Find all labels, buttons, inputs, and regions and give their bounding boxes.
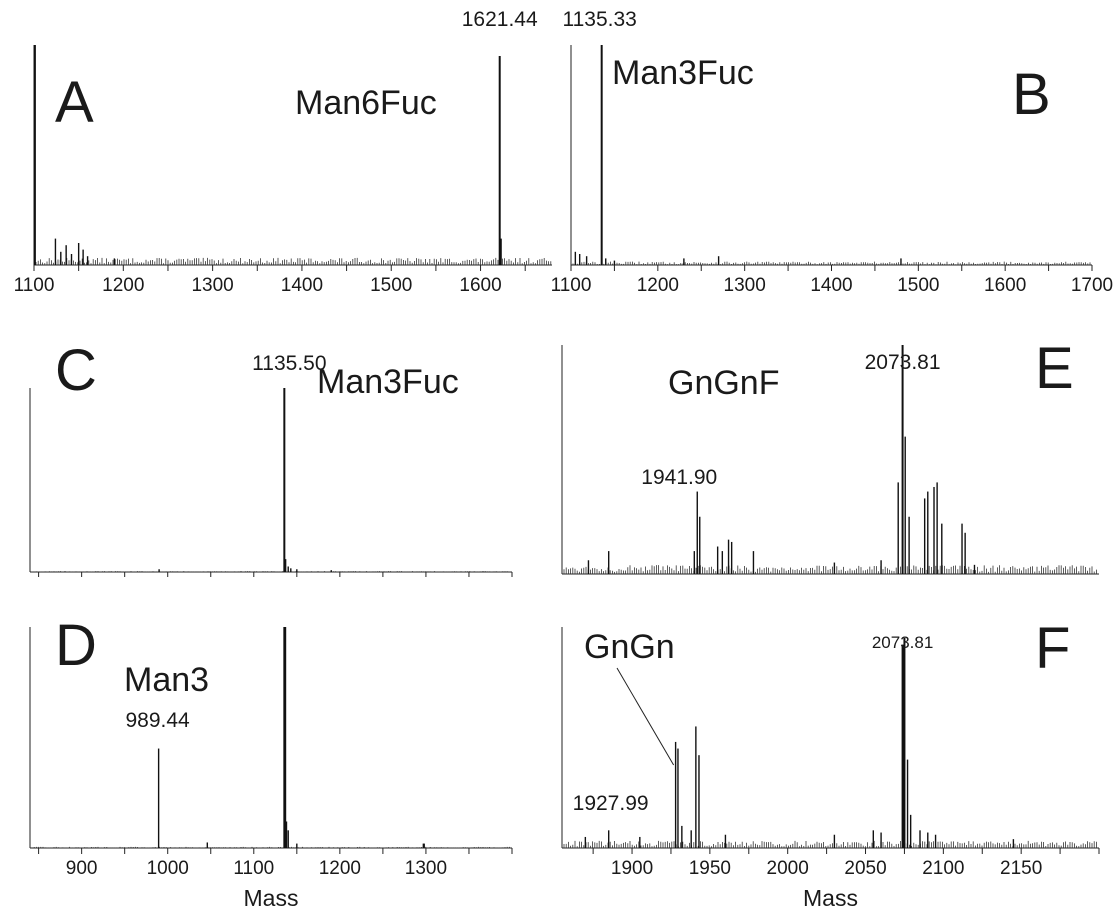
- panel-letter: B: [1012, 62, 1051, 127]
- peak-label: 1135.50: [252, 352, 326, 375]
- panel-letter: F: [1035, 616, 1070, 681]
- glycan-label: Man3: [124, 661, 209, 699]
- peak-label: 2073.81: [872, 633, 933, 652]
- x-tick-label: 1300: [724, 275, 766, 296]
- x-tick-label: 1700: [1071, 275, 1113, 296]
- x-tick-label: 1600: [459, 275, 501, 296]
- peak-label: 1621.44: [462, 8, 538, 31]
- peak-label: 1135.33: [562, 8, 636, 31]
- panel-e: E GnGnF 2073.81 1941.90: [561, 336, 1099, 575]
- panel-f: 1900 1950 2000 2050 2100 2150 Mass F GnGn 2073.81…: [561, 616, 1100, 911]
- panel-a: 1100 1200 1300 1400 1500 1600 A Man6Fuc 1621.44: [14, 8, 552, 296]
- noise-baseline: [563, 840, 1097, 848]
- panel-letter: A: [55, 70, 94, 135]
- x-tick-label: 1300: [191, 275, 233, 296]
- panel-letter: C: [55, 338, 97, 403]
- noise-baseline: [35, 257, 552, 265]
- x-tick-label: 2050: [844, 858, 886, 879]
- x-tick-label: 1400: [810, 275, 852, 296]
- noise-baseline: [31, 846, 510, 848]
- x-tick-label: 1200: [102, 275, 144, 296]
- x-tick-label: 1100: [551, 275, 592, 296]
- x-tick-label: 1000: [147, 858, 189, 879]
- x-tick-label: 1100: [233, 858, 274, 879]
- panel-letter: D: [55, 613, 97, 678]
- x-tick-label: 2000: [767, 858, 809, 879]
- x-tick-label: 2100: [922, 858, 964, 879]
- x-tick-label: 1600: [984, 275, 1026, 296]
- glycan-label: GnGnF: [668, 364, 779, 402]
- x-tick-label: 1100: [14, 275, 55, 296]
- x-tick-label: 1500: [897, 275, 939, 296]
- glycan-label: Man3Fuc: [612, 54, 754, 92]
- peak-label: 2073.81: [865, 351, 941, 374]
- x-tick-label: 1400: [281, 275, 323, 296]
- noise-baseline: [563, 565, 1097, 574]
- glycan-label: Man6Fuc: [295, 84, 437, 122]
- x-tick-label: 900: [66, 858, 98, 879]
- x-tick-label: 1900: [611, 858, 653, 879]
- x-axis-title: Mass: [803, 885, 858, 911]
- glycan-pointer: [616, 667, 675, 766]
- panel-letter: E: [1035, 336, 1074, 401]
- x-tick-label: 1950: [689, 858, 731, 879]
- x-tick-label: 1200: [637, 275, 679, 296]
- x-tick-label: 1500: [370, 275, 412, 296]
- x-tick-label: 2150: [1000, 858, 1042, 879]
- glycan-label: GnGn: [584, 628, 675, 666]
- x-axis-title: Mass: [244, 885, 299, 911]
- peak-label: 1941.90: [641, 466, 717, 489]
- noise-baseline: [572, 261, 1091, 265]
- panel-b: 1100 1200 1300 1400 1500 1600 1700 B Man3Fuc 1135…: [551, 8, 1114, 296]
- noise-baseline: [31, 571, 510, 572]
- x-tick-label: 1300: [405, 858, 447, 879]
- panel-d: 900 1000 1100 1200 1300 Mass D Man3 989.44: [29, 613, 513, 911]
- x-tick-label: 1200: [319, 858, 361, 879]
- peak-label: 1927.99: [573, 792, 649, 815]
- peak-label: 989.44: [126, 709, 191, 732]
- glycan-label: Man3Fuc: [317, 363, 459, 401]
